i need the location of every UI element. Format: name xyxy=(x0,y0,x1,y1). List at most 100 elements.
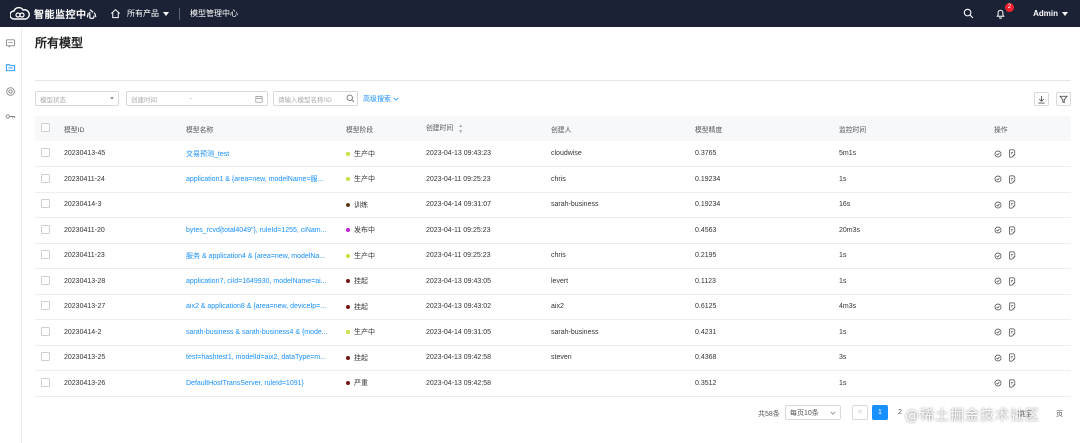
status-select[interactable]: 模型状态 xyxy=(35,91,119,106)
target-icon[interactable] xyxy=(5,86,16,97)
actions-cell xyxy=(994,217,1071,244)
created-time-cell: 2023-04-14 09:31:05 xyxy=(426,319,551,346)
check-circle-icon[interactable] xyxy=(994,354,1002,362)
model-id-cell: 20230411-20 xyxy=(64,217,186,244)
check-circle-icon[interactable] xyxy=(994,303,1002,311)
created-time-range[interactable]: 创建时间 → xyxy=(126,91,268,106)
model-id-cell: 20230413-28 xyxy=(64,268,186,295)
current-module-link[interactable]: 模型管理中心 xyxy=(190,9,238,18)
page-size-select[interactable]: 每页10条 xyxy=(785,405,841,420)
edit-doc-icon[interactable] xyxy=(1008,379,1016,388)
table-row[interactable]: 20230411-23 服务 & application4 & {area=new… xyxy=(35,243,1071,269)
check-circle-icon[interactable] xyxy=(994,328,1002,336)
edit-doc-icon[interactable] xyxy=(1008,277,1016,286)
edit-doc-icon[interactable] xyxy=(1008,353,1016,362)
precision-cell: 0.1123 xyxy=(695,268,839,295)
model-search-input[interactable]: 请输入模型名称/ID xyxy=(273,91,358,106)
model-name-link[interactable]: DefaultHostTransServer, ruleId=1091} xyxy=(186,379,304,387)
cloud-logo-icon xyxy=(10,6,30,20)
user-menu[interactable]: Admin xyxy=(1033,9,1068,18)
row-checkbox[interactable] xyxy=(41,352,50,362)
total-count: 共58条 xyxy=(758,411,780,418)
check-circle-icon[interactable] xyxy=(994,277,1002,285)
prev-page-button[interactable]: < xyxy=(852,405,868,420)
model-name-link[interactable]: aix2 & application8 & {area=new, deviceI… xyxy=(186,303,327,311)
folder-icon[interactable] xyxy=(5,62,16,73)
row-checkbox[interactable] xyxy=(41,377,50,387)
sort-icon[interactable]: ▲ ▼ xyxy=(458,122,464,135)
funnel-icon xyxy=(1059,95,1068,103)
table-row[interactable]: 20230411-24 application1 & {area=new, mod… xyxy=(35,166,1071,193)
model-name-link[interactable]: 服务 & application4 & {area=new, modelNa..… xyxy=(186,252,326,260)
creator-cell: levert xyxy=(551,268,695,295)
advanced-search-link[interactable]: 高级搜索 xyxy=(363,94,399,104)
table-row[interactable]: 20230414-2 sarah-business & sarah-busines… xyxy=(35,319,1071,346)
row-checkbox[interactable] xyxy=(41,148,50,157)
select-all-checkbox[interactable] xyxy=(41,123,50,132)
model-name-link[interactable]: application7, ciId=1649930, modelName=ai… xyxy=(186,277,327,285)
home-icon[interactable] xyxy=(110,8,121,19)
precision-cell: 0.19234 xyxy=(695,192,839,218)
stage-dot xyxy=(346,228,350,233)
edit-doc-icon[interactable] xyxy=(1008,149,1016,158)
model-name-link[interactable]: sarah-business & sarah-business4 & {mode… xyxy=(186,328,328,336)
edit-doc-icon[interactable] xyxy=(1008,251,1016,260)
check-circle-icon[interactable] xyxy=(994,150,1002,158)
column-header-sortable[interactable]: 创建时间 ▲ ▼ xyxy=(426,116,551,141)
key-icon[interactable] xyxy=(5,111,16,122)
edit-doc-icon[interactable] xyxy=(1008,200,1016,209)
column-header: 操作 xyxy=(994,116,1071,141)
check-circle-icon[interactable] xyxy=(994,379,1002,387)
stage-label: 生产中 xyxy=(354,329,375,337)
row-checkbox[interactable] xyxy=(41,173,50,183)
table-row[interactable]: 20230414-3 训练 2023-04-14 09:31:07 sarah-bus… xyxy=(35,192,1071,218)
model-id-cell: 20230414-2 xyxy=(64,319,186,346)
page-size-value: 每页10条 xyxy=(790,409,819,417)
table-row[interactable]: 20230413-25 test=hashtest1, modelId=aix2,… xyxy=(35,345,1071,371)
row-checkbox[interactable] xyxy=(41,199,50,209)
table-row[interactable]: 20230413-45 交易预测_test 生产中 2023-04-13 09:43:… xyxy=(35,141,1071,167)
check-circle-icon[interactable] xyxy=(994,226,1002,234)
created-time-cell: 2023-04-11 09:25:23 xyxy=(426,217,551,244)
edit-doc-icon[interactable] xyxy=(1008,175,1016,184)
created-time-cell: 2023-04-13 09:43:05 xyxy=(426,268,551,295)
row-checkbox[interactable] xyxy=(41,250,50,260)
page-1-button[interactable]: 1 xyxy=(872,405,888,420)
filter-button[interactable] xyxy=(1056,92,1071,106)
table-row[interactable]: 20230411-20 bytes_rcvd{total4049"}, ruleI… xyxy=(35,217,1071,244)
stage-label: 生产中 xyxy=(354,176,375,184)
model-name-link[interactable]: test=hashtest1, modelId=aix2, dataType=m… xyxy=(186,354,326,362)
row-checkbox[interactable] xyxy=(41,224,50,234)
model-name-link[interactable]: bytes_rcvd{total4049"}, ruleId=1255, ciN… xyxy=(186,226,327,234)
created-time-cell: 2023-04-13 09:42:58 xyxy=(426,370,551,397)
check-circle-icon[interactable] xyxy=(994,201,1002,209)
table-row[interactable]: 20230413-28 application7, ciId=1649930, m… xyxy=(35,268,1071,295)
advanced-search-label: 高级搜索 xyxy=(363,96,391,103)
products-menu[interactable]: 所有产品 xyxy=(127,8,169,19)
check-circle-icon[interactable] xyxy=(994,175,1002,183)
monitor-time-cell: 4m3s xyxy=(839,294,994,320)
table-row[interactable]: 20230413-26 DefaultHostTransServer, ruleI… xyxy=(35,370,1071,397)
monitor-time-cell: 20m3s xyxy=(839,217,994,244)
precision-cell: 0.3512 xyxy=(695,370,839,397)
message-icon[interactable] xyxy=(5,38,16,49)
model-name-link[interactable]: 交易预测_test xyxy=(186,150,230,158)
precision-cell: 0.2195 xyxy=(695,243,839,269)
search-icon[interactable] xyxy=(963,8,975,20)
app-logo[interactable]: 智能监控中心 xyxy=(0,6,104,21)
model-name-link[interactable]: application1 & {area=new, modelName=服... xyxy=(186,176,324,184)
page-2-button[interactable]: 2 xyxy=(892,405,908,420)
row-checkbox[interactable] xyxy=(41,275,50,285)
row-checkbox[interactable] xyxy=(41,326,50,336)
bell-icon[interactable]: 2 xyxy=(995,2,1015,20)
stage-dot xyxy=(346,355,350,360)
search-icon[interactable] xyxy=(346,94,355,103)
table-row[interactable]: 20230413-27 aix2 & application8 & {area=n… xyxy=(35,294,1071,320)
download-button[interactable] xyxy=(1034,92,1049,106)
edit-doc-icon[interactable] xyxy=(1008,226,1016,235)
row-checkbox[interactable] xyxy=(41,301,50,311)
check-circle-icon[interactable] xyxy=(994,252,1002,260)
edit-doc-icon[interactable] xyxy=(1008,328,1016,337)
edit-doc-icon[interactable] xyxy=(1008,302,1016,311)
created-time-cell: 2023-04-14 09:31:07 xyxy=(426,192,551,218)
